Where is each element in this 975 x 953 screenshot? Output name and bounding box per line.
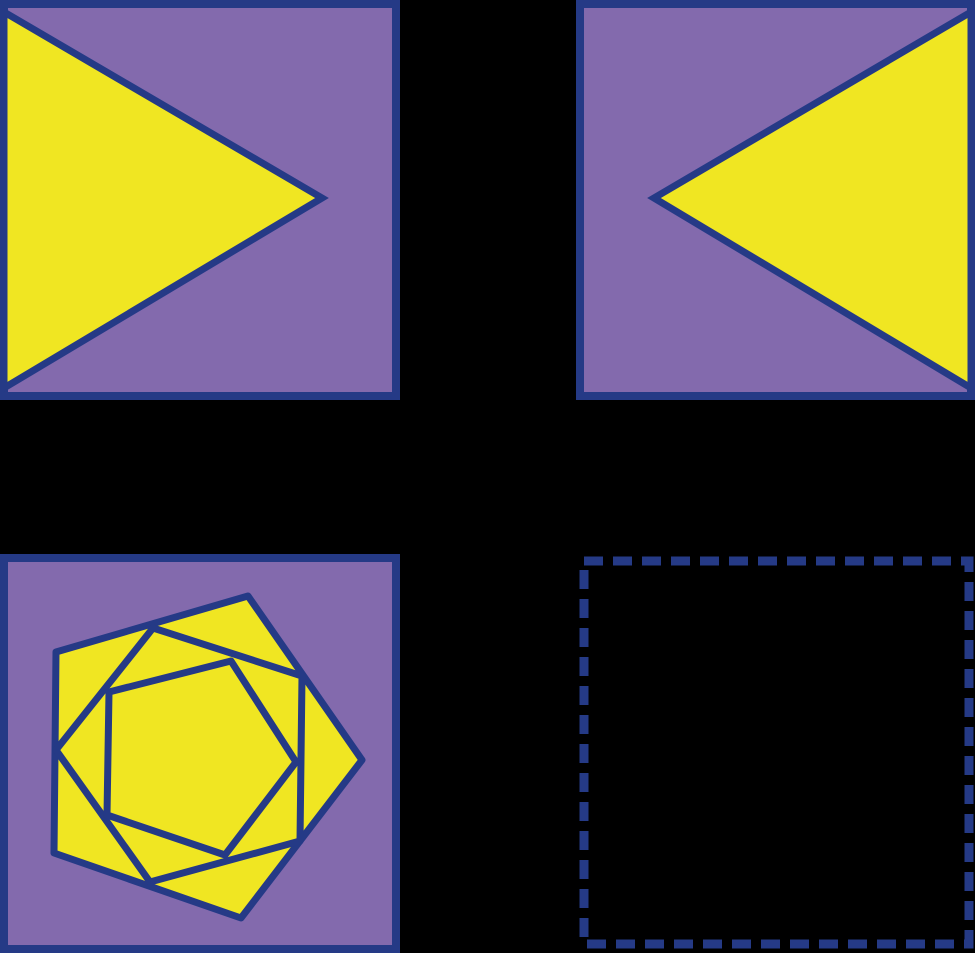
panel-bottom-right-answer-slot bbox=[579, 556, 974, 949]
panel-top-right bbox=[576, 0, 975, 400]
panel-top-left bbox=[0, 0, 400, 400]
right-pointing-triangle bbox=[0, 5, 329, 395]
answer-slot-dashed-border bbox=[579, 556, 974, 949]
inner-pentagon bbox=[103, 657, 300, 859]
left-pointing-triangle bbox=[647, 5, 975, 395]
panel-bottom-left bbox=[0, 554, 400, 953]
